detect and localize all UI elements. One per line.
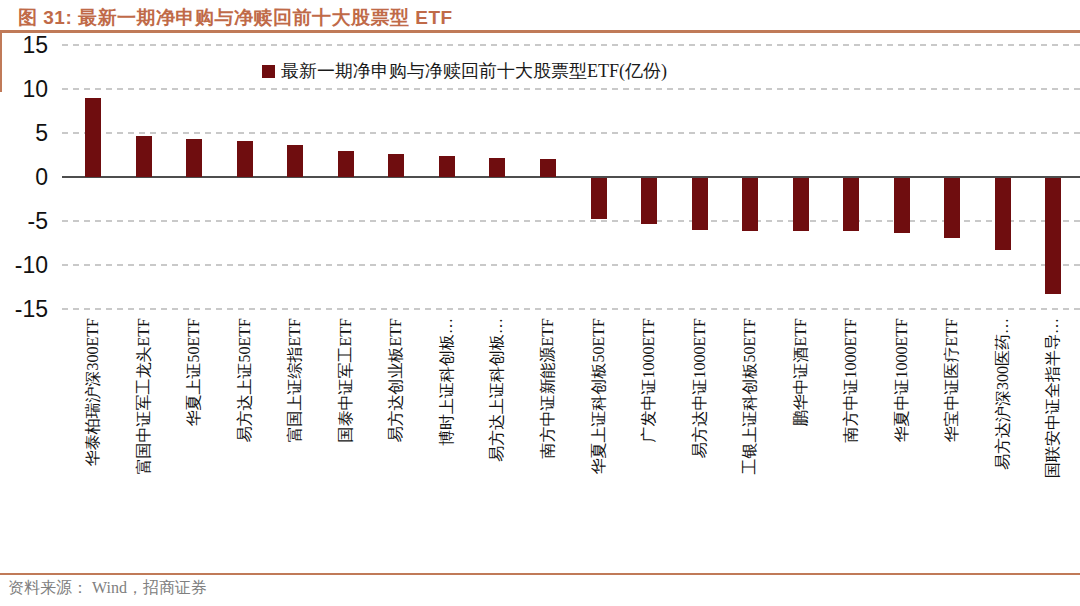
bar — [1045, 178, 1061, 294]
gridline — [62, 132, 1080, 134]
figure-31-etf-bar-chart: 图 31: 最新一期净申购与净赎回前十大股票型 ETF 15 10 5 0 -5 -10 -… — [0, 0, 1080, 606]
figure-title: 图 31: 最新一期净申购与净赎回前十大股票型 ETF — [18, 5, 453, 31]
x-axis-label: 华夏中证1000ETF — [892, 318, 912, 558]
x-axis-label: 富国中证军工龙头ETF — [134, 318, 154, 558]
y-tick-label: -5 — [0, 208, 48, 234]
bar — [995, 178, 1011, 250]
bar — [944, 178, 960, 238]
x-axis-label: 广发中证1000ETF — [639, 318, 659, 558]
x-axis-label: 南方中证新能源ETF — [538, 318, 558, 558]
y-tick-label: 10 — [0, 76, 48, 102]
bar — [338, 151, 354, 177]
bar — [489, 158, 505, 177]
gridline — [62, 44, 1080, 46]
y-tick-label: 5 — [0, 120, 48, 146]
legend-marker-square — [262, 65, 275, 78]
bar — [287, 145, 303, 177]
source-note: 资料来源： Wind，招商证券 — [8, 578, 207, 599]
y-tick-label: -10 — [0, 252, 48, 278]
x-axis-label: 富国上证综指ETF — [285, 318, 305, 558]
bar — [136, 136, 152, 177]
bar — [793, 178, 809, 231]
x-axis-label: 华泰柏瑞沪深300ETF — [83, 318, 103, 558]
bar — [894, 178, 910, 233]
y-tick-label: -15 — [0, 296, 48, 322]
bar — [439, 156, 455, 177]
bar — [186, 139, 202, 177]
legend-label: 最新一期净申购与净赎回前十大股票型ETF(亿份) — [281, 59, 667, 83]
bar — [388, 154, 404, 177]
legend: 最新一期净申购与净赎回前十大股票型ETF(亿份) — [262, 59, 667, 83]
x-axis-label: 国泰中证军工ETF — [336, 318, 356, 558]
y-tick-label: 15 — [0, 32, 48, 58]
x-axis-label: 国联安中证全指半导… — [1043, 318, 1063, 558]
bar — [85, 98, 101, 177]
gridline — [62, 220, 1080, 222]
x-axis-label: 南方中证1000ETF — [841, 318, 861, 558]
bar — [591, 178, 607, 219]
bar — [742, 178, 758, 231]
title-divider — [0, 30, 1080, 33]
bar — [692, 178, 708, 230]
x-axis-label: 易方达上证50ETF — [235, 318, 255, 558]
gridline — [62, 264, 1080, 266]
y-tick-label: 0 — [0, 164, 48, 190]
bar — [237, 141, 253, 177]
x-axis-label: 易方达中证1000ETF — [690, 318, 710, 558]
x-axis-label: 易方达创业板ETF — [386, 318, 406, 558]
x-axis-label: 华夏上证50ETF — [184, 318, 204, 558]
x-axis-line — [62, 176, 1080, 178]
x-axis-label: 博时上证科创板… — [437, 318, 457, 558]
footer-divider — [0, 573, 1080, 575]
x-axis-label: 易方达上证科创板… — [487, 318, 507, 558]
x-axis-label: 鹏华中证酒ETF — [791, 318, 811, 558]
x-axis-label: 华夏上证科创板50ETF — [589, 318, 609, 558]
gridline — [62, 308, 1080, 310]
bar — [540, 159, 556, 177]
x-axis-label: 易方达沪深300医药… — [993, 318, 1013, 558]
x-axis-label: 工银上证科创板50ETF — [740, 318, 760, 558]
x-axis-label: 华宝中证医疗ETF — [942, 318, 962, 558]
bar — [843, 178, 859, 231]
gridline — [62, 88, 1080, 90]
bar — [641, 178, 657, 224]
